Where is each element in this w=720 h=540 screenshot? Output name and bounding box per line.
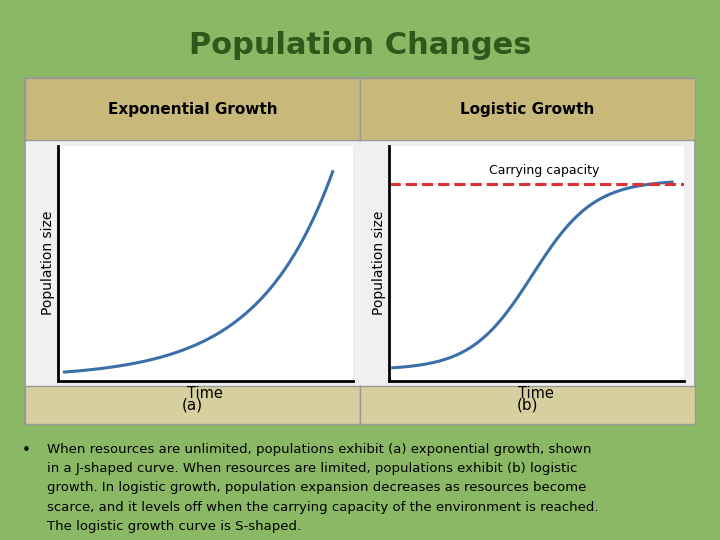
Text: (b): (b) <box>517 397 538 413</box>
Text: growth. In logistic growth, population expansion decreases as resources become: growth. In logistic growth, population e… <box>47 481 586 494</box>
X-axis label: Time: Time <box>187 386 223 401</box>
Text: The logistic growth curve is S-shaped.: The logistic growth curve is S-shaped. <box>47 520 301 533</box>
Text: Population Changes: Population Changes <box>189 31 531 60</box>
Y-axis label: Population size: Population size <box>372 211 386 315</box>
X-axis label: Time: Time <box>518 386 554 401</box>
Text: Logistic Growth: Logistic Growth <box>460 102 595 117</box>
Text: Exponential Growth: Exponential Growth <box>108 102 277 117</box>
Text: scarce, and it levels off when the carrying capacity of the environment is reach: scarce, and it levels off when the carry… <box>47 501 598 514</box>
Text: Carrying capacity: Carrying capacity <box>489 164 600 177</box>
Text: •: • <box>22 443 30 457</box>
Text: When resources are unlimited, populations exhibit (a) exponential growth, shown: When resources are unlimited, population… <box>47 443 591 456</box>
Y-axis label: Population size: Population size <box>41 211 55 315</box>
Text: (a): (a) <box>182 397 203 413</box>
Text: in a J-shaped curve. When resources are limited, populations exhibit (b) logisti: in a J-shaped curve. When resources are … <box>47 462 577 475</box>
